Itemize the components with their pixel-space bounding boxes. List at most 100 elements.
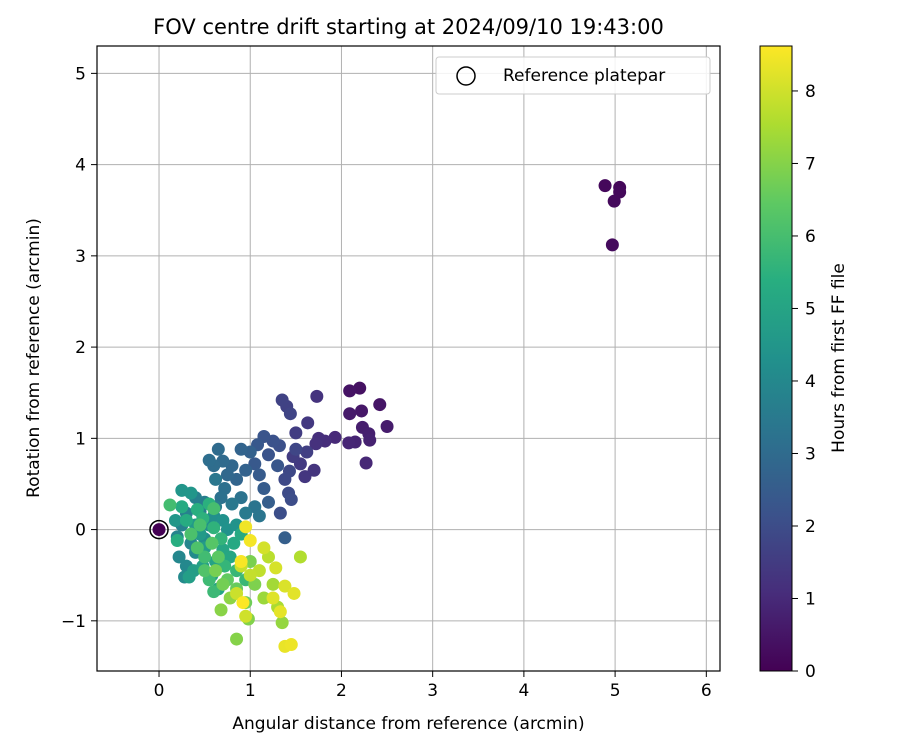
data-point — [342, 436, 356, 450]
data-point — [227, 536, 241, 550]
x-tick-label: 0 — [154, 681, 165, 701]
colorbar-tick-label: 1 — [805, 589, 816, 609]
data-point — [190, 541, 204, 555]
data-point — [273, 605, 287, 619]
colorbar-gradient — [759, 45, 793, 672]
data-point — [209, 472, 223, 486]
data-point — [273, 506, 287, 520]
plot-frame — [96, 45, 721, 672]
data-point — [373, 398, 387, 412]
colorbar-tick-label: 5 — [805, 299, 816, 319]
data-point — [168, 513, 182, 527]
x-tick-label: 2 — [336, 681, 347, 701]
y-tick-label: 1 — [75, 429, 86, 449]
x-tick-label: 1 — [245, 681, 256, 701]
data-point — [234, 442, 248, 456]
data-point — [266, 577, 280, 591]
y-tick-label: 3 — [75, 247, 86, 267]
x-tick-label: 3 — [427, 681, 438, 701]
data-point — [239, 463, 253, 477]
colorbar-ticks: 0 1 2 3 4 5 6 7 8 — [792, 82, 816, 682]
colorbar-tick-label: 4 — [805, 372, 816, 392]
data-point — [230, 586, 244, 600]
colorbar-label: Hours from first FF file — [829, 263, 849, 453]
data-point — [278, 579, 292, 593]
reference-point — [152, 523, 166, 537]
data-point — [243, 534, 257, 548]
data-point — [293, 550, 307, 564]
y-tick-label: 5 — [75, 64, 86, 84]
data-point — [205, 536, 219, 550]
data-point — [230, 632, 244, 646]
data-point — [214, 603, 228, 617]
data-point — [252, 509, 266, 523]
data-point — [236, 596, 250, 610]
data-point — [269, 561, 283, 575]
data-point — [193, 527, 207, 541]
y-tick-label: 4 — [75, 156, 86, 176]
data-point — [220, 468, 234, 482]
data-point — [301, 416, 315, 430]
data-point — [307, 463, 321, 477]
data-point — [184, 527, 198, 541]
legend-box — [435, 56, 711, 95]
colorbar-tick-label: 6 — [805, 227, 816, 247]
data-point — [278, 472, 292, 486]
legend: Reference platepar — [435, 56, 711, 95]
x-axis-label: Angular distance from reference (arcmin) — [232, 714, 584, 734]
data-point — [283, 407, 297, 421]
data-point — [211, 550, 225, 564]
colorbar-tick-label: 7 — [805, 154, 816, 174]
data-point — [363, 433, 377, 447]
data-point — [300, 445, 314, 459]
data-point — [343, 384, 357, 398]
data-point — [343, 407, 357, 421]
data-point — [380, 419, 394, 433]
data-point — [284, 492, 298, 506]
reference-platepar-marker — [149, 519, 169, 540]
data-point — [198, 564, 212, 578]
data-point — [172, 550, 186, 564]
data-point — [284, 638, 298, 652]
y-tick-label: −1 — [61, 612, 86, 632]
data-point — [170, 534, 184, 548]
y-axis-ticks: −1 0 1 2 3 4 5 — [61, 64, 97, 632]
data-point — [271, 459, 285, 473]
data-point — [261, 448, 275, 462]
data-point — [359, 456, 373, 470]
data-point — [266, 591, 280, 605]
data-point — [193, 518, 207, 532]
data-point — [248, 457, 262, 471]
y-tick-label: 2 — [75, 338, 86, 358]
data-point — [257, 482, 271, 496]
data-point — [207, 502, 221, 516]
y-tick-label: 0 — [75, 521, 86, 541]
data-point — [182, 570, 196, 584]
data-point — [278, 531, 292, 545]
data-point — [209, 564, 223, 578]
data-point — [261, 495, 275, 509]
data-point — [598, 179, 612, 193]
chart-title: FOV centre drift starting at 2024/09/10 … — [153, 15, 664, 39]
data-point — [275, 393, 289, 407]
data-point — [175, 500, 189, 514]
data-points — [163, 179, 627, 653]
data-point — [257, 591, 271, 605]
x-axis-ticks: 0 1 2 3 4 5 6 — [154, 671, 712, 701]
data-point — [257, 541, 271, 555]
data-point — [252, 468, 266, 482]
data-point — [179, 513, 193, 527]
data-point — [289, 426, 303, 440]
data-point — [605, 238, 619, 252]
colorbar-tick-label: 8 — [805, 82, 816, 102]
colorbar-tick-label: 0 — [805, 662, 816, 682]
reference-platepar-circle — [149, 519, 169, 540]
legend-label-reference-platepar: Reference platepar — [503, 66, 665, 86]
colorbar-tick-label: 3 — [805, 444, 816, 464]
legend-marker-icon — [456, 66, 476, 86]
colorbar: 0 1 2 3 4 5 6 7 8 Hours from first FF file — [759, 45, 849, 682]
x-tick-label: 5 — [610, 681, 621, 701]
data-point — [289, 442, 303, 456]
data-point — [328, 430, 342, 444]
